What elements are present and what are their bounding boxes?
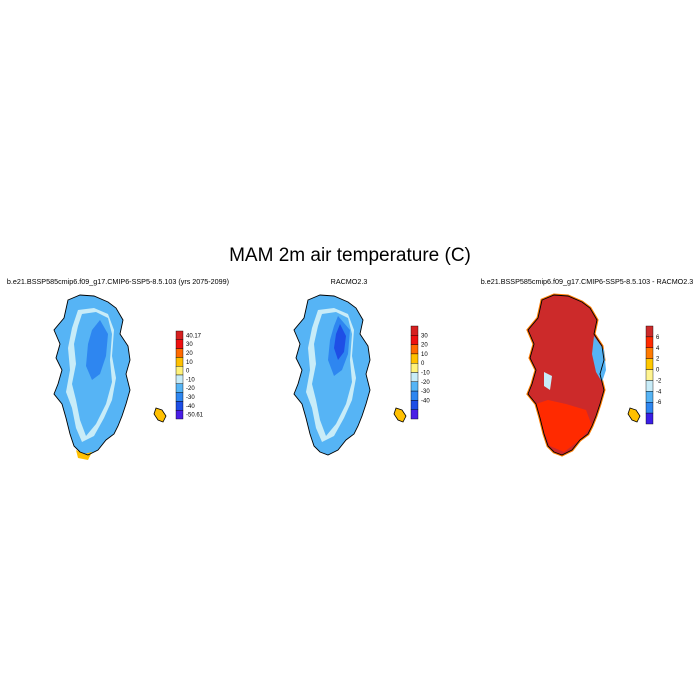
colorbar-tick-label: 40.17 — [186, 333, 202, 339]
colorbar-tick-label: -6 — [656, 400, 662, 406]
colorbar-swatch — [410, 372, 419, 383]
colorbar-swatch — [645, 402, 654, 414]
colorbar-tick-label: -30 — [421, 389, 430, 395]
colorbar-1: 40.17 30 20 10 0 -10 -20 -30 -40 -50.61 — [175, 330, 204, 420]
colorbar-2: 30 20 10 0 -10 -20 -30 -40 — [410, 325, 430, 420]
colorbar-tick-label: -4 — [656, 389, 662, 395]
colorbar-swatch — [645, 336, 654, 348]
greenland-map-3 — [526, 293, 641, 457]
colorbar-swatch — [175, 383, 184, 393]
colorbar-tick-label: -2 — [656, 378, 662, 384]
colorbar-swatch — [645, 325, 654, 338]
colorbar-swatch — [175, 374, 184, 385]
figure-title: MAM 2m air temperature (C) — [229, 245, 471, 266]
colorbar-3: 6 4 2 0 -2 -4 -6 — [645, 325, 662, 425]
colorbar-swatch — [645, 380, 654, 392]
colorbar-swatch — [175, 348, 184, 358]
colorbar-swatch — [645, 347, 654, 359]
colorbar-swatch — [410, 325, 419, 336]
colorbar-tick-label: -50.61 — [186, 413, 204, 419]
panel-3-title: b.e21.BSSP585cmip6.f09_g17.CMIP6-SSP5-8.… — [480, 277, 694, 286]
colorbar-tick-label: 4 — [656, 346, 660, 352]
colorbar-swatch — [410, 381, 419, 392]
colorbar-tick-label: -40 — [186, 404, 195, 410]
colorbar-swatch — [175, 401, 184, 411]
colorbar-swatch — [175, 357, 184, 367]
colorbar-tick-label: 20 — [421, 343, 428, 349]
colorbar-swatch — [410, 344, 419, 355]
colorbar-swatch — [410, 400, 419, 410]
panel-1-title: b.e21.BSSP585cmip6.f09_g17.CMIP6-SSP5-8.… — [6, 277, 230, 286]
colorbar-tick-label: 0 — [186, 369, 190, 375]
colorbar-swatch — [175, 392, 184, 402]
map-panel-2 — [293, 294, 407, 456]
colorbar-tick-label: -10 — [421, 371, 430, 377]
map-panel-1 — [53, 294, 167, 460]
colorbar-swatch — [175, 366, 184, 376]
colorbar-tick-label: 2 — [656, 357, 660, 363]
greenland-map-2 — [293, 294, 407, 456]
colorbar-swatch — [410, 335, 419, 345]
colorbar-tick-label: 6 — [656, 335, 660, 341]
colorbar-tick-label: 10 — [421, 352, 428, 358]
map-panel-3 — [526, 293, 641, 457]
colorbar-tick-label: 30 — [186, 342, 193, 348]
colorbar-tick-label: -40 — [421, 398, 430, 404]
colorbar-tick-label: -20 — [421, 380, 430, 386]
colorbar-swatch — [645, 391, 654, 403]
colorbar-swatch — [410, 390, 419, 401]
greenland-map-1 — [53, 294, 167, 460]
colorbar-tick-label: 0 — [421, 361, 425, 367]
colorbar-swatch — [645, 369, 654, 381]
colorbar-tick-label: 30 — [421, 333, 428, 339]
colorbar-tick-label: 0 — [656, 368, 660, 374]
panel-2-title: RACMO2.3 — [330, 277, 368, 286]
colorbar-tick-label: 10 — [186, 360, 193, 366]
colorbar-swatch — [175, 410, 184, 420]
colorbar-tick-label: -10 — [186, 377, 195, 383]
colorbar-swatch — [410, 353, 419, 364]
colorbar-tick-label: -20 — [186, 386, 195, 392]
colorbar-swatch — [645, 358, 654, 370]
colorbar-tick-label: -30 — [186, 395, 195, 401]
colorbar-swatch — [410, 363, 419, 373]
colorbar-swatch — [410, 409, 419, 420]
colorbar-swatch — [175, 330, 184, 341]
colorbar-swatch — [175, 339, 184, 349]
colorbar-tick-label: 20 — [186, 351, 193, 357]
colorbar-swatch — [645, 412, 654, 425]
